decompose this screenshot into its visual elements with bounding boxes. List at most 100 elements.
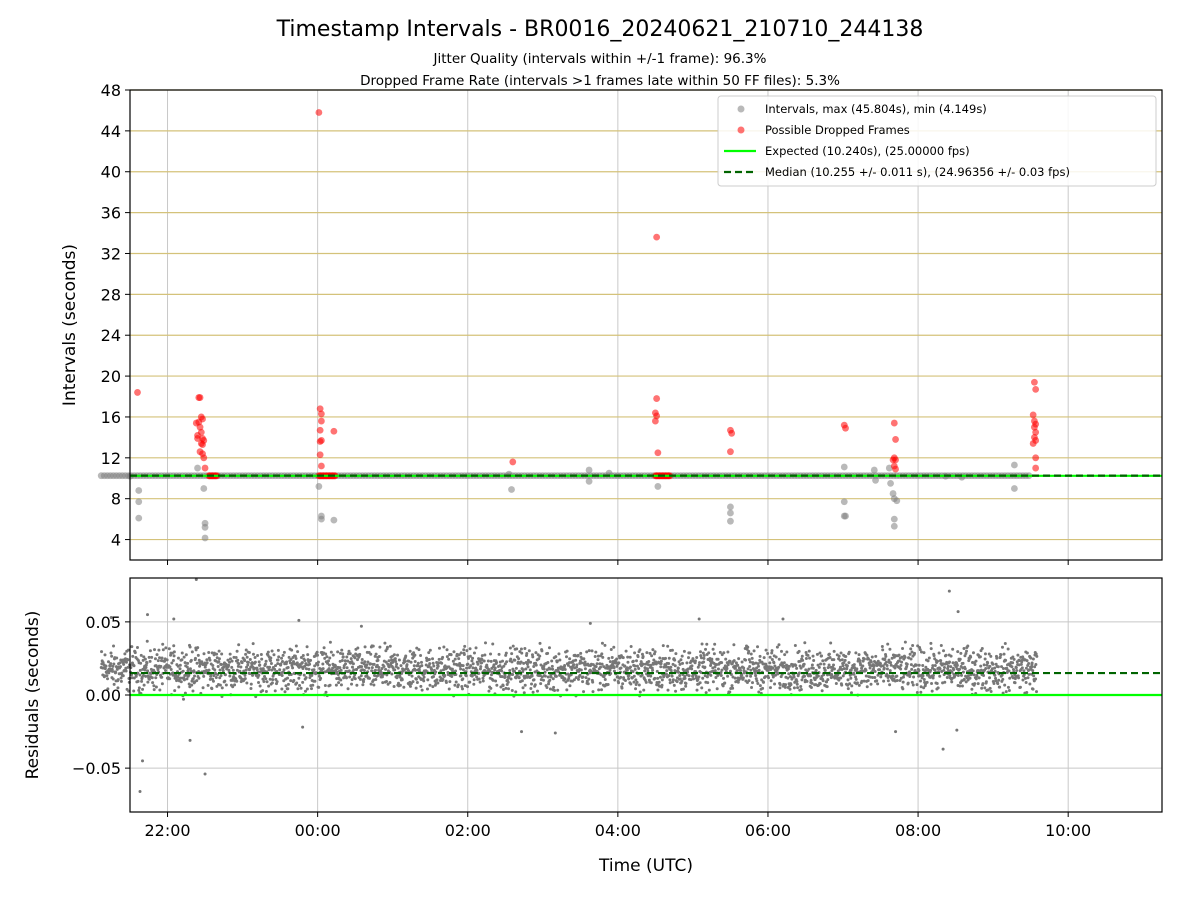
- residual-point: [139, 790, 142, 793]
- residual-point: [832, 664, 835, 667]
- residual-point: [930, 647, 933, 650]
- residual-point: [122, 674, 125, 677]
- residual-point: [518, 676, 521, 679]
- residual-point: [215, 676, 218, 679]
- residual-point: [805, 657, 808, 660]
- residual-point: [917, 669, 920, 672]
- residual-point: [313, 664, 316, 667]
- residual-point: [981, 682, 984, 685]
- residual-point: [465, 667, 468, 670]
- residual-point: [208, 669, 211, 672]
- residual-point: [946, 676, 949, 679]
- residual-point: [801, 659, 804, 662]
- residual-point: [881, 648, 884, 651]
- residual-point: [965, 650, 968, 653]
- residual-point: [540, 649, 543, 652]
- residual-point: [647, 663, 650, 666]
- residual-point: [910, 668, 913, 671]
- residual-point: [601, 656, 604, 659]
- residual-point: [703, 654, 706, 657]
- residual-point: [841, 664, 844, 667]
- residual-point: [989, 687, 992, 690]
- residual-point: [911, 644, 914, 647]
- residual-point: [612, 646, 615, 649]
- residual-point: [781, 617, 784, 620]
- residual-point: [290, 649, 293, 652]
- residual-point: [222, 669, 225, 672]
- residual-point: [247, 661, 250, 664]
- residual-point: [746, 646, 749, 649]
- residual-point: [390, 672, 393, 675]
- residual-point: [979, 665, 982, 668]
- residual-point: [1019, 686, 1022, 689]
- residual-point: [117, 678, 120, 681]
- residual-point: [930, 682, 933, 685]
- residual-point: [591, 690, 594, 693]
- residual-point: [548, 646, 551, 649]
- residual-point: [939, 667, 942, 670]
- residual-point: [383, 642, 386, 645]
- residual-point: [329, 641, 332, 644]
- residual-point: [422, 679, 425, 682]
- residual-point: [1007, 686, 1010, 689]
- residual-point: [876, 682, 879, 685]
- residual-point: [1007, 647, 1010, 650]
- residual-point: [140, 680, 143, 683]
- residual-point: [556, 689, 559, 692]
- residual-point: [419, 654, 422, 657]
- residual-point: [800, 678, 803, 681]
- residual-point: [886, 667, 889, 670]
- dropped-frame-point: [197, 394, 204, 401]
- residual-point: [154, 657, 157, 660]
- residual-point: [291, 666, 294, 669]
- residual-point: [529, 668, 532, 671]
- dropped-frame-point: [202, 465, 209, 472]
- residual-point: [554, 655, 557, 658]
- residual-point: [912, 683, 915, 686]
- residual-point: [310, 674, 313, 677]
- residual-point: [547, 675, 550, 678]
- residual-point: [466, 663, 469, 666]
- residual-point: [726, 650, 729, 653]
- residual-point: [687, 656, 690, 659]
- residual-point: [166, 658, 169, 661]
- residual-point: [875, 679, 878, 682]
- residual-point: [779, 683, 782, 686]
- residual-point: [733, 659, 736, 662]
- residual-point: [600, 652, 603, 655]
- residual-point: [919, 680, 922, 683]
- residual-point: [258, 660, 261, 663]
- residual-point: [847, 678, 850, 681]
- residual-point: [197, 677, 200, 680]
- residual-point: [173, 654, 176, 657]
- residual-point: [504, 674, 507, 677]
- residual-point: [942, 649, 945, 652]
- residual-point: [438, 647, 441, 650]
- intervals-y-tick-label: 36: [101, 204, 121, 223]
- residual-point: [630, 645, 633, 648]
- residual-point: [817, 675, 820, 678]
- residual-point: [236, 659, 239, 662]
- residual-point: [110, 652, 113, 655]
- residual-point: [778, 686, 781, 689]
- residual-point: [823, 663, 826, 666]
- residual-point: [934, 664, 937, 667]
- residual-point: [906, 663, 909, 666]
- residual-point: [528, 649, 531, 652]
- residual-point: [904, 641, 907, 644]
- residual-point: [654, 650, 657, 653]
- residual-point: [983, 663, 986, 666]
- residual-point: [960, 674, 963, 677]
- residual-point: [927, 659, 930, 662]
- residual-point: [156, 653, 159, 656]
- residual-point: [219, 684, 222, 687]
- residual-point: [355, 684, 358, 687]
- residual-point: [861, 665, 864, 668]
- residual-point: [196, 646, 199, 649]
- x-tick-label: 06:00: [745, 821, 791, 840]
- residual-point: [396, 674, 399, 677]
- residual-point: [538, 655, 541, 658]
- residual-point: [271, 650, 274, 653]
- interval-point: [1011, 462, 1018, 469]
- residual-point: [974, 663, 977, 666]
